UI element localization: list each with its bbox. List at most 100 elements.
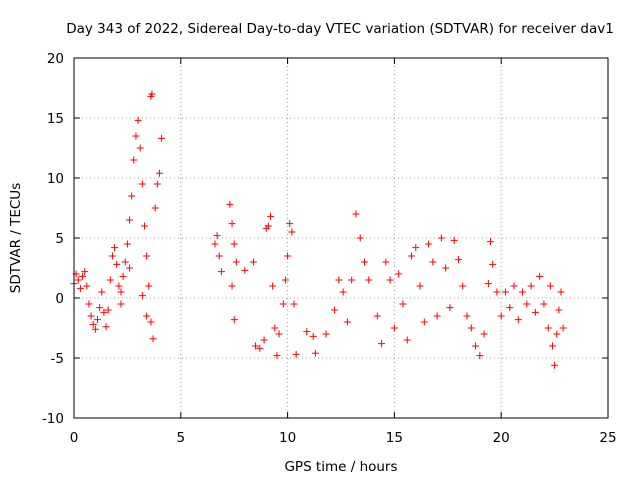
data-point (115, 282, 123, 290)
data-point (484, 280, 492, 288)
y-tick-label: -5 (51, 351, 64, 367)
data-point (106, 276, 114, 284)
data-point (360, 258, 368, 266)
data-point (93, 316, 101, 324)
data-point (211, 240, 219, 248)
data-point (292, 350, 300, 358)
data-point (378, 340, 386, 348)
data-point (373, 312, 381, 320)
data-point (551, 361, 559, 369)
data-point (85, 300, 93, 308)
data-point (143, 252, 151, 260)
data-point (442, 264, 450, 272)
data-point (463, 312, 471, 320)
data-point (74, 276, 82, 284)
data-point (130, 156, 138, 164)
data-point (553, 330, 561, 338)
data-point (228, 220, 236, 228)
data-point (352, 210, 360, 218)
data-point (311, 349, 319, 357)
data-point (510, 282, 518, 290)
data-point (412, 244, 420, 252)
data-point (279, 300, 287, 308)
data-point (143, 312, 151, 320)
data-point (155, 169, 163, 177)
data-point (217, 268, 225, 276)
data-point (96, 304, 104, 312)
y-tick-label: 5 (55, 231, 64, 247)
data-point (433, 312, 441, 320)
data-point (138, 180, 146, 188)
y-tick-label: 0 (55, 291, 64, 307)
data-point (100, 308, 108, 316)
data-point (134, 116, 142, 124)
data-point (557, 288, 565, 296)
data-point (467, 324, 475, 332)
data-point (232, 258, 240, 266)
data-point (148, 90, 156, 98)
y-tick-label: 15 (47, 111, 64, 127)
data-point (132, 132, 140, 140)
x-tick-label: 0 (70, 430, 79, 446)
data-point (126, 216, 134, 224)
data-point (267, 212, 275, 220)
data-point (382, 258, 390, 266)
data-point (81, 268, 89, 276)
data-point (399, 300, 407, 308)
data-point (136, 144, 144, 152)
data-point (98, 288, 106, 296)
data-point (117, 300, 125, 308)
data-point (111, 244, 119, 252)
data-point (145, 282, 153, 290)
data-point (228, 282, 236, 290)
data-point (140, 222, 148, 230)
data-point (339, 288, 347, 296)
data-point (437, 234, 445, 242)
grid (74, 58, 608, 418)
data-point (429, 258, 437, 266)
data-point (91, 325, 99, 333)
data-point (472, 342, 480, 350)
data-point (252, 342, 260, 350)
data-point (138, 292, 146, 300)
data-point (147, 318, 155, 326)
y-axis-label: SDTVAR / TECUs (8, 183, 24, 293)
data-point (83, 282, 91, 290)
data-point (119, 272, 127, 280)
data-point (153, 180, 161, 188)
data-point (343, 318, 351, 326)
data-point (158, 134, 166, 142)
data-point (523, 300, 531, 308)
chart-title: Day 343 of 2022, Sidereal Day-to-day VTE… (66, 21, 614, 37)
x-tick-label: 15 (386, 430, 403, 446)
data-point (555, 306, 563, 314)
x-tick-label: 20 (493, 430, 510, 446)
data-point (256, 344, 264, 352)
data-point (544, 324, 552, 332)
data-point (403, 336, 411, 344)
data-point (390, 324, 398, 332)
data-points (70, 90, 567, 369)
data-point (273, 352, 281, 360)
data-point (128, 192, 136, 200)
data-point (416, 282, 424, 290)
x-axis-label: GPS time / hours (284, 459, 397, 475)
data-point (121, 258, 129, 266)
y-tick-label: 20 (47, 51, 64, 67)
data-point (450, 236, 458, 244)
data-point (230, 316, 238, 324)
data-point (348, 276, 356, 284)
data-point (303, 328, 311, 336)
data-point (151, 204, 159, 212)
data-point (309, 332, 317, 340)
data-point (284, 252, 292, 260)
data-point (126, 264, 134, 272)
tick-labels: 0 5 10 15 20 25 -10 -5 0 5 10 15 20 (42, 51, 617, 446)
data-point (559, 324, 567, 332)
data-point (501, 288, 509, 296)
data-point (506, 304, 514, 312)
data-point (527, 282, 535, 290)
plot-frame (73, 57, 609, 419)
data-point (76, 284, 84, 292)
data-point (454, 256, 462, 264)
